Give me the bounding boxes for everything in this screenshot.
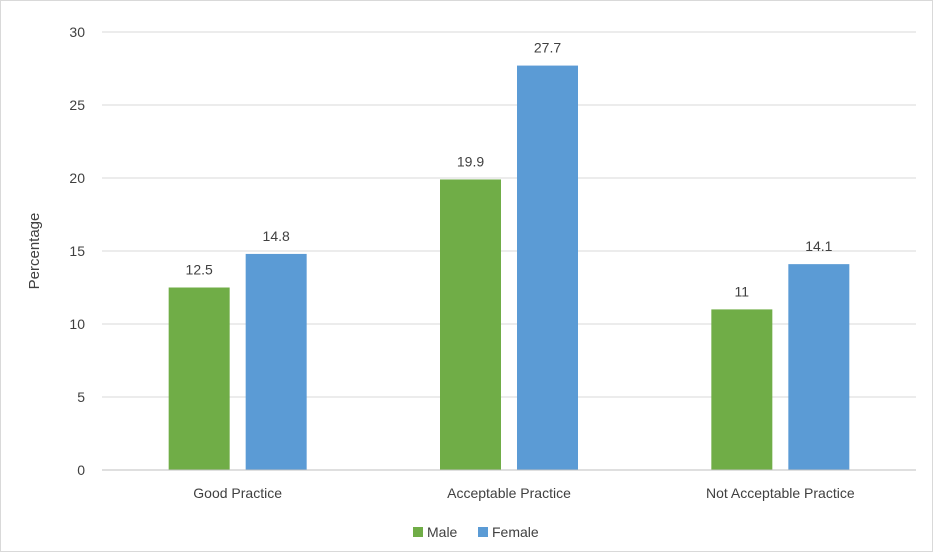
x-category-label: Good Practice (193, 485, 282, 501)
legend-label: Male (427, 524, 458, 540)
y-tick-label: 25 (69, 97, 85, 113)
data-label: 12.5 (186, 262, 213, 278)
data-label: 19.9 (457, 153, 484, 169)
bar-female-0 (245, 253, 307, 470)
x-category-label: Not Acceptable Practice (706, 485, 855, 501)
legend-label: Female (492, 524, 539, 540)
data-label: 14.8 (263, 228, 290, 244)
y-axis-ticks: 0 5 10 15 20 25 30 (69, 24, 85, 478)
y-tick-label: 10 (69, 316, 85, 332)
bar-female-2 (788, 264, 850, 470)
y-axis-title: Percentage (26, 213, 43, 290)
y-tick-label: 15 (69, 243, 85, 259)
data-labels: 12.5 14.8 19.9 27.7 11 14.1 (186, 40, 833, 300)
bar-male-1 (440, 179, 501, 470)
bar-female-1 (517, 65, 578, 470)
x-category-label: Acceptable Practice (447, 485, 571, 501)
data-label: 27.7 (534, 40, 561, 56)
data-label: 11 (735, 283, 750, 299)
legend-swatch-female (478, 527, 488, 537)
y-tick-label: 30 (69, 24, 85, 40)
legend-swatch-male (413, 527, 423, 537)
bar-male-0 (168, 287, 230, 470)
category-labels: Good Practice Acceptable Practice Not Acce… (193, 485, 855, 501)
gridlines (102, 31, 916, 398)
bar-male-2 (711, 309, 773, 470)
bars (168, 65, 850, 470)
y-tick-label: 0 (77, 462, 85, 478)
y-tick-label: 20 (69, 170, 85, 186)
data-label: 14.1 (805, 238, 832, 254)
legend: Male Female (413, 524, 539, 540)
y-tick-label: 5 (77, 389, 85, 405)
